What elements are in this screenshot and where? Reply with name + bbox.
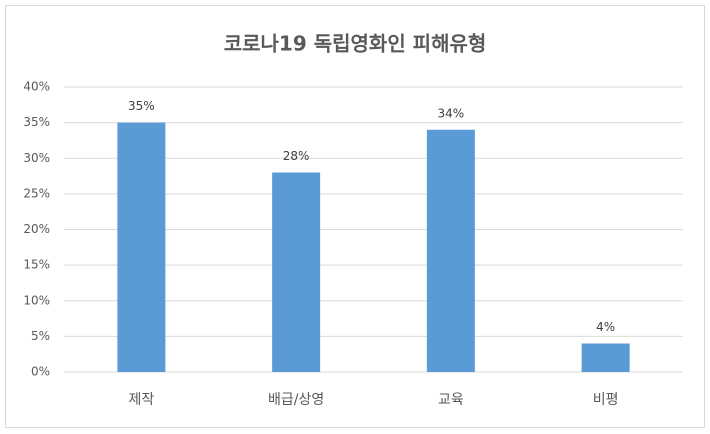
y-tick-label: 10% — [23, 293, 50, 307]
y-tick-label: 40% — [23, 80, 50, 94]
value-label: 28% — [283, 149, 310, 163]
value-label: 35% — [128, 99, 155, 113]
value-label: 34% — [438, 106, 465, 120]
y-tick-label: 30% — [23, 151, 50, 165]
chart-title: 코로나19 독립영화인 피해유형 — [224, 32, 487, 56]
y-tick-label: 25% — [23, 186, 50, 200]
y-tick-label: 35% — [23, 115, 50, 129]
y-tick-label: 0% — [31, 365, 50, 379]
y-tick-label: 5% — [31, 329, 50, 343]
x-tick-label: 제작 — [128, 392, 154, 408]
x-tick-label: 교육 — [438, 392, 464, 408]
bar — [117, 122, 166, 372]
bar — [272, 172, 321, 372]
y-tick-label: 20% — [23, 222, 50, 236]
bar — [426, 129, 475, 372]
value-label: 4% — [596, 320, 615, 334]
y-tick-label: 15% — [23, 258, 50, 272]
bar — [581, 343, 630, 372]
x-tick-label: 배급/상영 — [268, 392, 324, 408]
x-tick-label: 비평 — [593, 392, 619, 408]
